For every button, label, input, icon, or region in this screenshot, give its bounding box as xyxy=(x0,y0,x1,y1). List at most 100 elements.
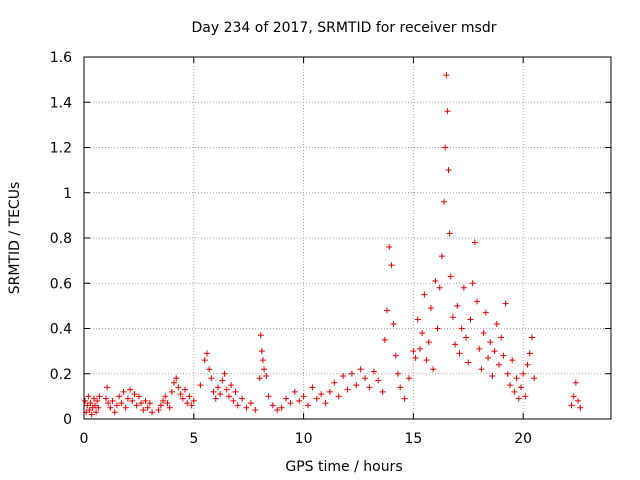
data-point xyxy=(252,406,259,413)
y-axis-label: SRMTID / TECUs xyxy=(7,182,23,295)
data-point xyxy=(90,395,97,402)
data-point xyxy=(412,354,419,361)
data-point xyxy=(87,400,94,407)
data-point xyxy=(144,404,151,411)
data-point xyxy=(577,404,584,411)
data-point xyxy=(390,320,397,327)
y-tick-label: 0.6 xyxy=(50,276,72,292)
data-point xyxy=(85,393,92,400)
data-point xyxy=(157,402,164,409)
data-point xyxy=(445,167,452,174)
data-point xyxy=(460,284,467,291)
data-point xyxy=(392,352,399,359)
data-point xyxy=(116,393,123,400)
data-point xyxy=(485,354,492,361)
data-point xyxy=(243,404,250,411)
data-point xyxy=(318,391,325,398)
data-points xyxy=(82,72,584,418)
data-point xyxy=(230,397,237,404)
data-point xyxy=(384,307,391,314)
data-point xyxy=(95,404,102,411)
data-point xyxy=(223,386,230,393)
data-point xyxy=(166,404,173,411)
data-point xyxy=(446,230,453,237)
data-point xyxy=(188,402,195,409)
data-point xyxy=(444,108,451,115)
data-point xyxy=(278,404,285,411)
data-point xyxy=(177,391,184,398)
y-tick-label: 1.6 xyxy=(50,50,72,66)
data-point xyxy=(190,397,197,404)
data-point xyxy=(366,384,373,391)
data-point xyxy=(210,388,217,395)
x-tick-label: 0 xyxy=(80,431,89,447)
data-point xyxy=(340,373,347,380)
data-point xyxy=(469,280,476,287)
data-point xyxy=(234,402,241,409)
data-point xyxy=(335,393,342,400)
data-point xyxy=(239,395,246,402)
data-point xyxy=(102,395,109,402)
data-point xyxy=(478,366,485,373)
data-point xyxy=(122,404,129,411)
x-axis-label: GPS time / hours xyxy=(285,459,402,475)
data-point xyxy=(313,395,320,402)
data-point xyxy=(257,332,264,339)
y-tick-label: 1 xyxy=(63,186,72,202)
data-point xyxy=(506,382,513,389)
data-point xyxy=(436,284,443,291)
data-point xyxy=(94,397,101,404)
data-point xyxy=(300,393,307,400)
data-point xyxy=(164,400,171,407)
data-point xyxy=(228,382,235,389)
data-point xyxy=(482,309,489,316)
data-point xyxy=(127,386,134,393)
data-point xyxy=(467,316,474,323)
data-point xyxy=(474,298,481,305)
data-point xyxy=(162,393,169,400)
data-point xyxy=(214,384,221,391)
data-point xyxy=(206,366,213,373)
data-point xyxy=(430,366,437,373)
x-tick-label: 5 xyxy=(189,431,198,447)
data-point xyxy=(155,406,162,413)
data-point xyxy=(480,330,487,337)
data-point xyxy=(449,314,456,321)
data-point xyxy=(140,406,147,413)
data-point xyxy=(381,336,388,343)
data-point xyxy=(219,377,226,384)
data-point xyxy=(442,144,449,151)
data-point xyxy=(434,325,441,332)
chart-title: Day 234 of 2017, SRMTID for receiver msd… xyxy=(192,20,497,36)
data-point xyxy=(203,350,210,357)
data-point xyxy=(322,400,329,407)
data-point xyxy=(575,397,582,404)
data-point xyxy=(265,393,272,400)
data-point xyxy=(283,395,290,402)
data-point xyxy=(109,397,116,404)
data-point xyxy=(443,72,450,79)
data-point xyxy=(572,379,579,386)
data-point xyxy=(487,339,494,346)
grid-lines xyxy=(84,57,611,419)
data-point xyxy=(522,393,529,400)
data-point xyxy=(96,393,103,400)
data-point xyxy=(160,397,167,404)
data-point xyxy=(357,366,364,373)
data-point xyxy=(269,402,276,409)
data-point xyxy=(287,400,294,407)
data-point xyxy=(375,377,382,384)
data-point xyxy=(146,400,153,407)
data-point xyxy=(129,397,136,404)
data-point xyxy=(197,382,204,389)
data-point xyxy=(405,375,412,382)
data-point xyxy=(111,409,118,416)
data-point xyxy=(217,391,224,398)
data-point xyxy=(247,400,254,407)
data-point xyxy=(414,316,421,323)
data-point xyxy=(476,345,483,352)
data-point xyxy=(438,253,445,260)
data-point xyxy=(423,357,430,364)
x-tick-label: 20 xyxy=(514,431,532,447)
data-point xyxy=(86,406,93,413)
